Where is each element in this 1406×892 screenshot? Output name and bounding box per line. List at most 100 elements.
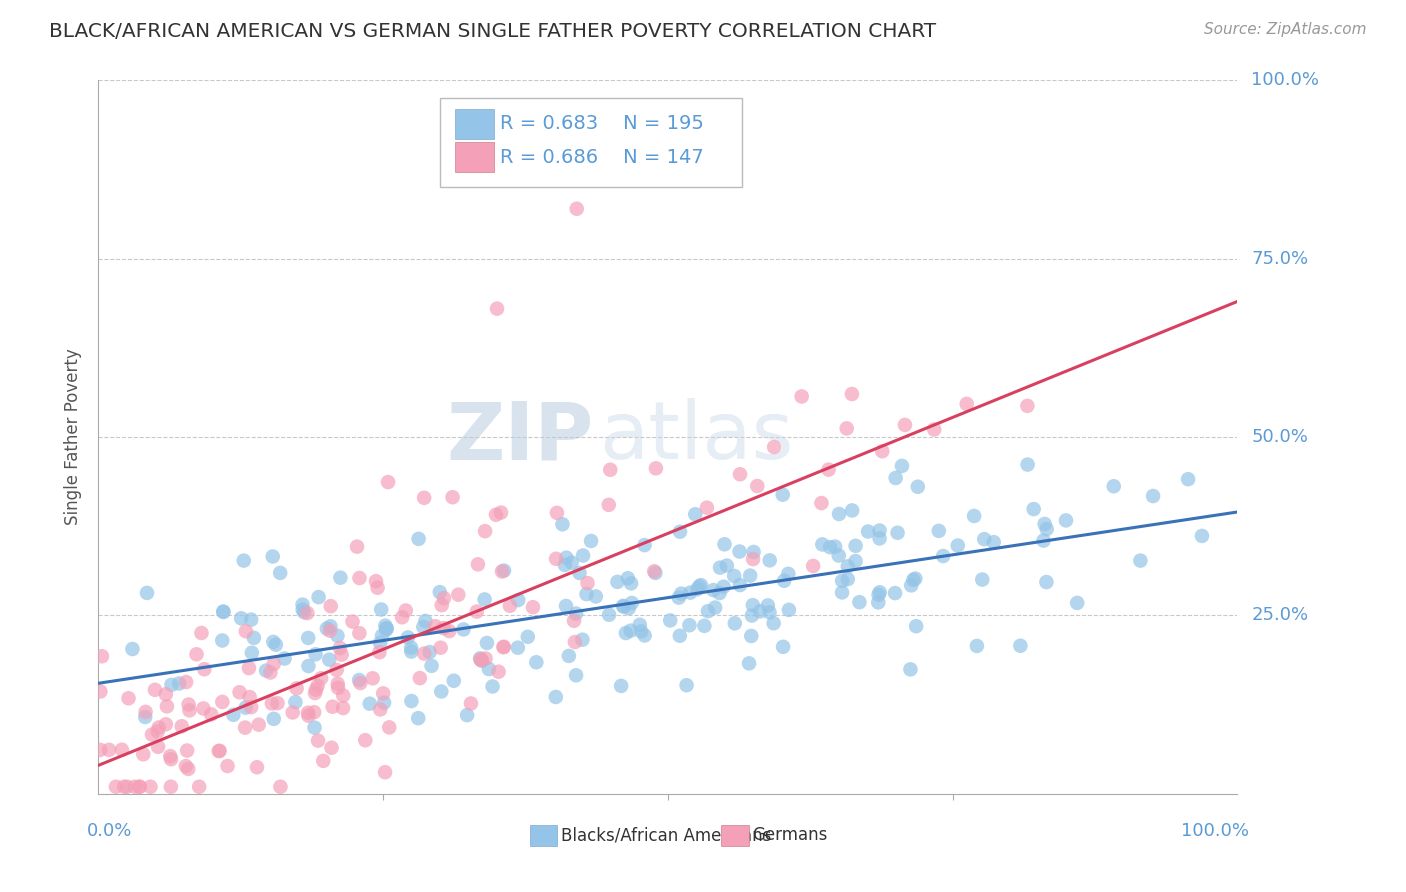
Point	[232, 553, 254, 567]
Point	[470, 652, 492, 666]
Point	[329, 640, 352, 655]
Text: 100.0%: 100.0%	[1181, 822, 1249, 840]
Point	[359, 697, 381, 711]
Point	[160, 752, 183, 766]
Point	[441, 490, 464, 504]
Point	[841, 503, 863, 517]
Point	[576, 576, 599, 591]
Point	[1102, 479, 1125, 493]
Point	[254, 664, 277, 678]
Point	[284, 695, 307, 709]
Point	[749, 604, 772, 618]
Point	[1033, 516, 1056, 531]
Point	[332, 701, 354, 715]
Point	[179, 703, 201, 717]
Point	[319, 619, 342, 633]
Point	[1032, 533, 1054, 548]
Point	[633, 628, 655, 642]
Point	[419, 645, 441, 659]
Point	[572, 549, 595, 563]
Point	[675, 678, 697, 692]
Point	[117, 691, 139, 706]
Point	[1035, 522, 1057, 536]
Point	[128, 780, 150, 794]
Point	[844, 554, 866, 568]
Point	[778, 566, 800, 581]
Point	[565, 668, 588, 682]
Point	[565, 202, 588, 216]
Point	[486, 301, 509, 316]
Point	[467, 558, 489, 572]
Point	[269, 566, 291, 580]
Point	[868, 588, 890, 602]
Point	[409, 671, 432, 685]
Point	[132, 747, 155, 762]
Point	[374, 765, 396, 780]
Point	[443, 673, 465, 688]
Point	[413, 647, 436, 661]
Point	[835, 421, 858, 435]
Point	[326, 629, 349, 643]
Point	[475, 636, 498, 650]
Point	[375, 623, 398, 637]
Point	[485, 508, 508, 522]
Point	[894, 417, 917, 432]
Point	[973, 532, 995, 546]
Point	[1054, 513, 1077, 527]
Point	[508, 593, 530, 607]
Point	[430, 598, 453, 612]
Point	[415, 614, 437, 628]
Point	[678, 618, 700, 632]
Point	[773, 574, 796, 588]
Point	[291, 598, 314, 612]
Point	[763, 440, 786, 454]
Point	[1010, 639, 1032, 653]
Point	[329, 571, 352, 585]
Point	[315, 622, 337, 636]
Point	[610, 679, 633, 693]
Point	[155, 717, 177, 731]
Point	[551, 517, 574, 532]
Text: atlas: atlas	[599, 398, 794, 476]
Point	[905, 619, 928, 633]
Point	[575, 587, 598, 601]
Point	[491, 565, 513, 579]
Point	[884, 471, 907, 485]
Point	[368, 645, 391, 659]
Point	[321, 740, 343, 755]
Point	[146, 739, 169, 754]
Point	[499, 599, 522, 613]
Point	[143, 682, 166, 697]
Point	[378, 720, 401, 734]
Point	[606, 574, 628, 589]
Text: 100.0%: 100.0%	[1251, 71, 1319, 89]
Point	[304, 686, 326, 700]
Point	[412, 620, 434, 634]
FancyBboxPatch shape	[440, 98, 742, 187]
Point	[492, 640, 515, 654]
Point	[696, 500, 718, 515]
Point	[349, 676, 371, 690]
Point	[1017, 399, 1039, 413]
FancyBboxPatch shape	[721, 824, 749, 846]
Point	[401, 694, 423, 708]
Point	[453, 623, 475, 637]
Point	[837, 572, 859, 586]
Point	[1035, 575, 1057, 590]
Point	[349, 626, 371, 640]
Point	[326, 677, 349, 691]
Point	[141, 727, 163, 741]
Point	[217, 759, 239, 773]
Point	[243, 631, 266, 645]
Point	[828, 549, 851, 563]
Point	[297, 706, 319, 720]
Point	[617, 601, 640, 615]
Point	[391, 610, 413, 624]
Point	[319, 599, 342, 614]
Point	[235, 700, 257, 714]
Point	[506, 640, 529, 655]
Point	[693, 619, 716, 633]
Point	[932, 549, 955, 563]
Point	[134, 710, 156, 724]
Point	[174, 675, 197, 690]
